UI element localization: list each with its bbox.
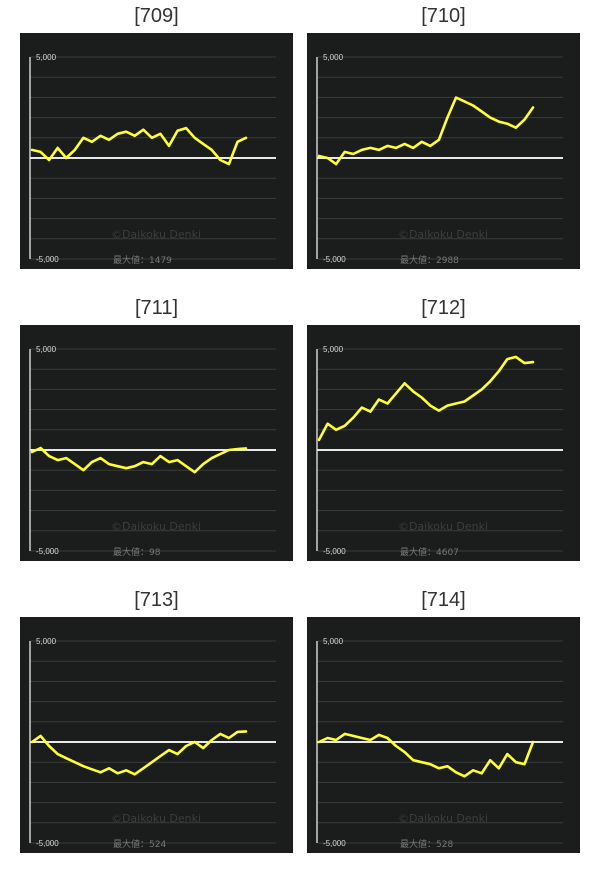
- y-tick-label: 5,000: [36, 53, 57, 62]
- series-line: [30, 446, 248, 474]
- line-chart: 5,000 -5,000 ©Daikoku Denki 最大値：98: [29, 345, 276, 558]
- max-value-label: 最大値：98: [113, 546, 161, 558]
- series-line: [317, 732, 535, 778]
- y-tick-label: -5,000: [36, 839, 59, 848]
- watermark: ©Daikoku Denki: [111, 520, 201, 533]
- line-chart: 5,000 -5,000 ©Daikoku Denki 最大値：524: [29, 637, 276, 850]
- series-line: [30, 126, 248, 166]
- y-tick-label: -5,000: [36, 255, 59, 264]
- line-chart: 5,000 -5,000 ©Daikoku Denki 最大値：4607: [316, 345, 563, 558]
- chart-panel: 5,000 -5,000 ©Daikoku Denki 最大値：2988: [307, 33, 580, 269]
- y-tick-label: -5,000: [323, 255, 346, 264]
- chart-title: [710]: [421, 5, 466, 27]
- y-tick-label: -5,000: [36, 547, 59, 556]
- y-tick-label: 5,000: [36, 637, 57, 646]
- y-tick-label: 5,000: [323, 637, 344, 646]
- max-value-label: 最大値：528: [400, 838, 453, 850]
- line-chart: 5,000 -5,000 ©Daikoku Denki 最大値：2988: [316, 53, 563, 266]
- max-value-label: 最大値：1479: [113, 254, 172, 266]
- chart-panel: 5,000 -5,000 ©Daikoku Denki 最大値：528: [307, 617, 580, 853]
- y-tick-label: -5,000: [323, 547, 346, 556]
- series-line: [317, 355, 535, 442]
- chart-title: [712]: [421, 297, 466, 319]
- chart-title: [711]: [135, 297, 178, 319]
- watermark: ©Daikoku Denki: [398, 520, 488, 533]
- y-tick-label: 5,000: [323, 53, 344, 62]
- max-value-label: 最大値：4607: [400, 546, 459, 558]
- watermark: ©Daikoku Denki: [111, 228, 201, 241]
- chart-panel: 5,000 -5,000 ©Daikoku Denki 最大値：524: [20, 617, 293, 853]
- chart-title: [709]: [134, 5, 179, 27]
- y-tick-label: 5,000: [323, 345, 344, 354]
- chart-panel: 5,000 -5,000 ©Daikoku Denki 最大値：4607: [307, 325, 580, 561]
- line-chart: 5,000 -5,000 ©Daikoku Denki 最大値：1479: [29, 53, 276, 266]
- max-value-label: 最大値：2988: [400, 254, 459, 266]
- watermark: ©Daikoku Denki: [111, 812, 201, 825]
- max-value-label: 最大値：524: [113, 838, 166, 850]
- chart-panel: 5,000 -5,000 ©Daikoku Denki 最大値：98: [20, 325, 293, 561]
- series-line: [317, 96, 535, 166]
- y-tick-label: -5,000: [323, 839, 346, 848]
- chart-title: [713]: [134, 589, 179, 611]
- line-chart: 5,000 -5,000 ©Daikoku Denki 最大値：528: [316, 637, 563, 850]
- chart-title: [714]: [421, 589, 466, 611]
- watermark: ©Daikoku Denki: [398, 812, 488, 825]
- chart-panel: 5,000 -5,000 ©Daikoku Denki 最大値：1479: [20, 33, 293, 269]
- y-tick-label: 5,000: [36, 345, 57, 354]
- series-line: [30, 730, 248, 776]
- watermark: ©Daikoku Denki: [398, 228, 488, 241]
